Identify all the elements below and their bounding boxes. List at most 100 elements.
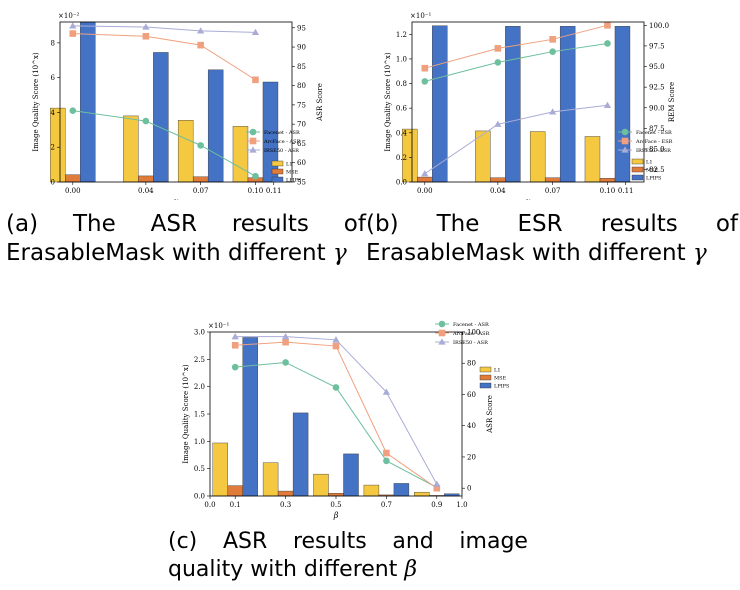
bar-l1 bbox=[313, 473, 329, 497]
legend-label: IRSE50 - ESR bbox=[636, 148, 671, 154]
legend-bar-swatch bbox=[631, 174, 644, 181]
y-axis-label-right: ASR Score bbox=[486, 395, 494, 434]
legend-marker bbox=[621, 128, 629, 136]
legend-marker bbox=[438, 320, 446, 328]
x-tick-label: 0.04 bbox=[490, 187, 506, 195]
x-tick-label: 0.07 bbox=[545, 187, 561, 195]
caption-text: ErasableMask with different bbox=[6, 240, 326, 266]
caption-word: The bbox=[436, 211, 480, 237]
right-tick-label: 75 bbox=[297, 101, 306, 109]
right-tick-label: 90.0 bbox=[649, 104, 665, 112]
series-point-2 bbox=[231, 333, 239, 340]
series-point-0 bbox=[197, 142, 204, 149]
bar-lpips bbox=[343, 453, 359, 497]
bar-mse bbox=[277, 490, 294, 497]
y-axis-label-left: Image Quality Score (10^x) bbox=[182, 364, 190, 463]
right-tick-label: 40 bbox=[467, 422, 476, 430]
caption-symbol: β bbox=[404, 557, 418, 582]
right-tick-label: 85 bbox=[297, 63, 306, 71]
x-tick-label: 0.11 bbox=[266, 187, 282, 195]
legend-label: L1 bbox=[646, 160, 653, 166]
chart-svg: 0.0 0.5 1.0 1.5 2.0 2.5 3.0 0 20 40 60 80 100 0.0 0.1 0… bbox=[182, 320, 510, 520]
right-tick-label: 97.5 bbox=[649, 42, 665, 50]
right-tick-label: 20 bbox=[467, 453, 476, 461]
chart-asr-beta: 0.0 0.5 1.0 1.5 2.0 2.5 3.0 0 20 40 60 80 100 0.0 0.1 0… bbox=[180, 314, 540, 528]
series-point-0 bbox=[604, 40, 611, 47]
caption-word: The bbox=[72, 211, 116, 237]
legend-bar-swatch bbox=[271, 176, 284, 183]
axis-scale-label: ×10⁻¹ bbox=[410, 12, 431, 20]
caption-a: (a) The ASR results of ErasableMask with… bbox=[6, 210, 366, 268]
series-point-0 bbox=[332, 384, 340, 391]
right-tick-label: 80 bbox=[297, 82, 306, 90]
right-tick-label: 95 bbox=[297, 24, 306, 32]
series-point-2 bbox=[69, 22, 77, 29]
bar-lpips bbox=[80, 21, 96, 183]
series-point-1 bbox=[282, 338, 289, 346]
series-line-1 bbox=[424, 24, 608, 69]
series-point-1 bbox=[421, 64, 429, 72]
chart-esr-gamma: 0.0 0.2 0.4 0.6 0.8 1.0 1.2 82.5 85.0 87.5 90.0 92.… bbox=[382, 4, 732, 206]
legend-bar-swatch bbox=[271, 168, 284, 175]
legend-bar-swatch bbox=[479, 366, 492, 373]
legend-label: MSE bbox=[494, 376, 507, 382]
y-axis-label-right: ASR Score bbox=[316, 83, 324, 122]
bar-lpips bbox=[505, 26, 521, 183]
caption-word: of bbox=[715, 211, 738, 237]
left-tick-label: 2 bbox=[51, 144, 55, 152]
right-tick-label: 92.5 bbox=[649, 84, 665, 92]
series-point-0 bbox=[549, 48, 556, 55]
plot-frame bbox=[59, 21, 293, 183]
legend-marker bbox=[438, 338, 446, 345]
bar-lpips bbox=[292, 412, 309, 497]
right-tick-label: 80 bbox=[467, 360, 476, 368]
series-line-0 bbox=[424, 42, 608, 82]
legend-bar-swatch bbox=[631, 166, 644, 173]
series-point-2 bbox=[603, 101, 612, 108]
plot-frame bbox=[411, 21, 645, 183]
legend-marker bbox=[249, 128, 257, 136]
right-tick-label: 60 bbox=[297, 159, 306, 167]
left-tick-label: 1.5 bbox=[194, 411, 205, 419]
caption-word: results bbox=[231, 211, 309, 237]
bar-mse bbox=[227, 485, 243, 497]
series-point-1 bbox=[142, 32, 150, 40]
x-tick-label: 0.9 bbox=[431, 501, 442, 509]
legend-bar-swatch bbox=[271, 160, 284, 167]
right-tick-label: 90 bbox=[297, 44, 306, 52]
x-axis-label: γ bbox=[526, 197, 531, 200]
right-tick-label: 100 bbox=[467, 329, 480, 337]
caption-word: ASR bbox=[150, 211, 197, 237]
bar-lpips bbox=[432, 25, 448, 183]
legend-label: ArcFace - ESR bbox=[635, 139, 673, 145]
right-tick-label: 55 bbox=[297, 179, 306, 187]
caption-b: (b) The ESR results of ErasableMask with… bbox=[366, 210, 738, 268]
right-tick-label: 95.0 bbox=[649, 63, 665, 71]
caption-word: ESR bbox=[517, 211, 563, 237]
bar-l1 bbox=[123, 115, 139, 183]
series-point-1 bbox=[69, 30, 77, 37]
right-tick-label: 100.0 bbox=[649, 22, 669, 30]
right-tick-label: 85.0 bbox=[649, 146, 665, 154]
series-point-1 bbox=[252, 76, 259, 84]
legend-marker bbox=[249, 146, 257, 153]
right-tick-label: 0 bbox=[467, 485, 471, 493]
x-tick-label: 0.00 bbox=[65, 187, 81, 195]
series-point-0 bbox=[142, 117, 150, 125]
legend-bar-swatch bbox=[479, 374, 492, 381]
chart-asr-gamma: 0 2 4 6 8 55 60 65 70 75 80 85 90 95 0.00 0.04 0.07 0.10 0… bbox=[30, 4, 340, 206]
series-point-1 bbox=[332, 342, 340, 350]
x-tick-label: 1.0 bbox=[456, 501, 467, 509]
bar-lpips bbox=[393, 483, 410, 497]
x-tick-label: 0.11 bbox=[618, 187, 634, 195]
series-point-2 bbox=[197, 27, 205, 34]
legend-label: LPIPS bbox=[494, 384, 510, 390]
left-tick-label: 6 bbox=[51, 74, 56, 82]
legend-marker bbox=[621, 146, 629, 153]
x-axis-label: β bbox=[333, 511, 339, 520]
left-tick-label: 1.0 bbox=[194, 438, 205, 446]
series-point-0 bbox=[421, 78, 429, 85]
bar-l1 bbox=[414, 491, 430, 497]
bar-mse bbox=[417, 176, 433, 183]
caption-text: ErasableMask with different bbox=[366, 240, 686, 266]
